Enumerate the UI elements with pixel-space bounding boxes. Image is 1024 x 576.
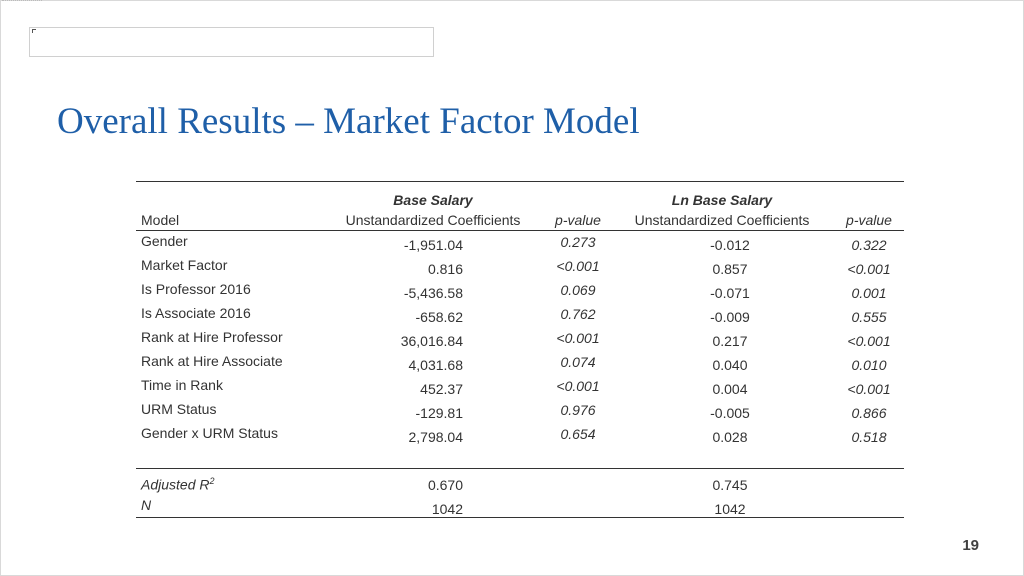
adjusted-r2-base-value: 0.670: [427, 477, 463, 493]
row-ln-coefficient: 0.857: [712, 261, 748, 277]
table-top-rule: [136, 181, 904, 182]
row-base-coefficient: -658.62: [415, 309, 463, 325]
row-base-pvalue: <0.001: [556, 258, 600, 274]
row-base-pvalue: <0.001: [556, 330, 600, 346]
column-header-base-coefficients: Unstandardized Coefficients: [345, 212, 521, 228]
row-ln-pvalue: 0.518: [851, 429, 887, 445]
row-label: Rank at Hire Professor: [141, 329, 283, 345]
row-ln-coefficient: 0.028: [712, 429, 748, 445]
header-placeholder-box: [29, 27, 434, 57]
row-ln-coefficient: -0.012: [710, 237, 750, 253]
row-ln-pvalue: 0.001: [851, 285, 887, 301]
column-header-base-pvalue: p-value: [555, 212, 601, 228]
row-ln-pvalue: <0.001: [847, 381, 891, 397]
header-bottom-rule: [136, 230, 904, 231]
row-base-coefficient: 2,798.04: [408, 429, 464, 445]
row-ln-coefficient: -0.071: [710, 285, 750, 301]
row-ln-pvalue: 0.010: [851, 357, 887, 373]
row-base-coefficient: -1,951.04: [403, 237, 463, 253]
n-ln-value: 1042: [714, 501, 746, 517]
row-ln-pvalue: 0.555: [851, 309, 887, 325]
row-base-coefficient: 36,016.84: [400, 333, 463, 349]
row-ln-coefficient: 0.004: [712, 381, 748, 397]
group-header-base-salary: Base Salary: [393, 192, 473, 208]
row-base-pvalue: 0.654: [560, 426, 596, 442]
row-ln-coefficient: -0.009: [710, 309, 750, 325]
row-label: Rank at Hire Associate: [141, 353, 283, 369]
row-label: Is Associate 2016: [141, 305, 251, 321]
adjusted-r2-label: Adjusted R2: [141, 472, 215, 494]
row-ln-pvalue: 0.322: [851, 237, 887, 253]
row-base-coefficient: 4,031.68: [408, 357, 464, 373]
row-label: Gender x URM Status: [141, 425, 278, 441]
row-label: Gender: [141, 233, 188, 249]
row-ln-coefficient: 0.040: [712, 357, 748, 373]
row-label: Is Professor 2016: [141, 281, 251, 297]
row-base-pvalue: 0.074: [560, 354, 596, 370]
row-ln-pvalue: <0.001: [847, 333, 891, 349]
row-base-pvalue: 0.273: [560, 234, 596, 250]
row-base-pvalue: <0.001: [556, 378, 600, 394]
group-header-ln-base-salary: Ln Base Salary: [671, 192, 773, 208]
adjusted-r2-ln-value: 0.745: [712, 477, 748, 493]
table-bottom-rule: [136, 517, 904, 518]
top-dotted-mark: [2, 0, 42, 3]
row-label: Market Factor: [141, 257, 228, 273]
corner-mark-icon: [32, 29, 36, 33]
row-ln-coefficient: -0.005: [710, 405, 750, 421]
row-base-pvalue: 0.762: [560, 306, 596, 322]
column-header-ln-coefficients: Unstandardized Coefficients: [634, 212, 810, 228]
row-label: Time in Rank: [141, 377, 223, 393]
slide-title: Overall Results – Market Factor Model: [57, 101, 640, 142]
row-ln-pvalue: 0.866: [851, 405, 887, 421]
row-base-coefficient: -129.81: [415, 405, 463, 421]
row-ln-pvalue: <0.001: [847, 261, 891, 277]
row-base-coefficient: 0.816: [427, 261, 463, 277]
row-ln-coefficient: 0.217: [712, 333, 748, 349]
row-base-pvalue: 0.976: [560, 402, 596, 418]
n-label: N: [141, 497, 152, 513]
row-label: URM Status: [141, 401, 217, 417]
row-base-coefficient: 452.37: [420, 381, 463, 397]
column-header-ln-pvalue: p-value: [846, 212, 892, 228]
summary-top-rule: [136, 468, 904, 469]
adjusted-r2-text: Adjusted R: [141, 476, 210, 493]
row-base-pvalue: 0.069: [560, 282, 596, 298]
column-header-model: Model: [141, 212, 180, 228]
page-number: 19: [962, 537, 979, 554]
row-base-coefficient: -5,436.58: [403, 285, 463, 301]
n-base-value: 1042: [431, 501, 463, 517]
adjusted-r2-superscript: 2: [209, 476, 215, 486]
